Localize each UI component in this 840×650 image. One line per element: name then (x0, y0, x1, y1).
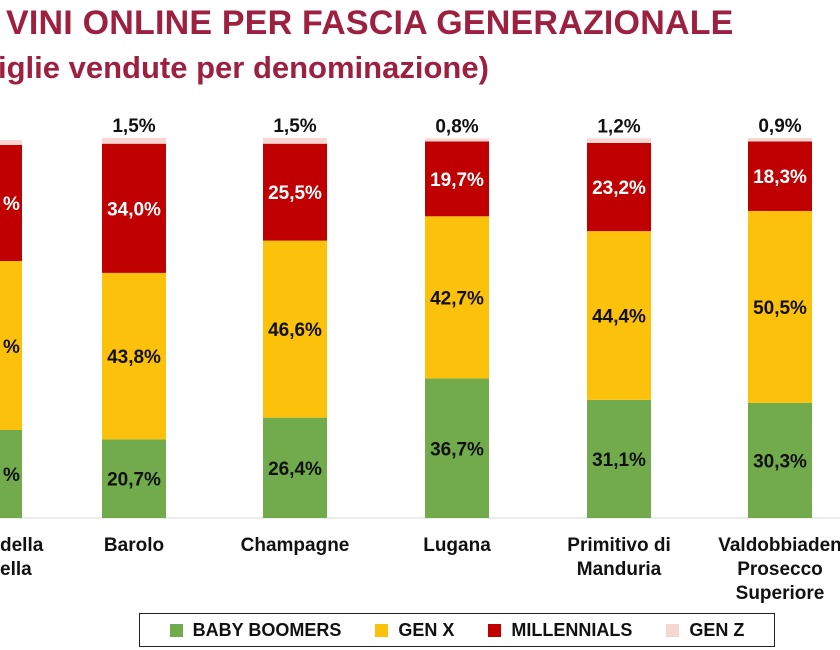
category-label: Barolo (104, 535, 164, 556)
bar-value-label: % (3, 194, 20, 215)
bar-value-label: 31,1% (592, 450, 646, 471)
bar-segment (425, 378, 489, 518)
category-label: Valdobbiaden Prosecco Superiore (718, 535, 840, 604)
legend-label-baby-boomers: BABY BOOMERS (192, 619, 342, 640)
bar-segment (263, 240, 327, 418)
legend-swatch-millennials (488, 623, 502, 637)
bar-group: 31,1% 44,4% 23,2% 1,2% (587, 116, 651, 518)
bar-group: 26,4% 46,6% 25,5% 1,5% (263, 116, 327, 518)
bar-segment (102, 138, 166, 144)
bar-group: 20,7% 43,8% 34,0% 1,5% (102, 116, 166, 518)
legend-label-gen-x: GEN X (398, 619, 455, 640)
bar-segment (0, 145, 22, 261)
bar-segment (102, 143, 166, 273)
category-label: Lugana (423, 535, 491, 556)
bar-group: %%% (0, 140, 22, 518)
chart-subtitle: iglie vendute per denominazione) (0, 50, 489, 85)
bar-value-label: 42,7% (430, 288, 484, 309)
bar-value-label: 0,9% (758, 116, 801, 137)
bar-segment (748, 210, 812, 403)
bar-segment (0, 430, 22, 518)
bar-value-label: 30,3% (753, 451, 807, 472)
chart-title: VINI ONLINE PER FASCIA GENERAZIONALE (6, 4, 734, 42)
bar-value-label: 36,7% (430, 439, 484, 460)
bar-segment (425, 138, 489, 142)
legend: BABY BOOMERS GEN X MILLENNIALS GEN Z (139, 613, 775, 647)
bar-segment (263, 143, 327, 241)
bar-segment (0, 261, 22, 430)
bar-value-label: 0,8% (435, 116, 478, 137)
bar-value-label: 50,5% (753, 298, 807, 319)
bar-value-label: 1,5% (273, 116, 316, 137)
bar-value-label: 25,5% (268, 183, 322, 204)
bar-segment (263, 417, 327, 518)
stacked-bar-chart: %%% della ella 20,7% 43,8% 34,0% 1,5% Barolo 26,… (0, 116, 840, 604)
bar-value-label: 46,6% (268, 320, 322, 341)
bar-segment (748, 138, 812, 142)
legend-item-gen-z: GEN Z (666, 620, 744, 641)
bar-value-label: 1,2% (597, 116, 640, 137)
legend-swatch-gen-z (666, 623, 680, 637)
bar-value-label: 1,5% (112, 116, 155, 137)
bar-value-label: 19,7% (430, 170, 484, 191)
legend-item-gen-x: GEN X (375, 620, 454, 641)
legend-item-baby-boomers: BABY BOOMERS (169, 619, 342, 641)
legend-label-millennials: MILLENNIALS (511, 619, 633, 640)
category-label: della ella (0, 535, 44, 580)
category-label: Champagne (241, 535, 350, 556)
legend-label-gen-z: GEN Z (689, 619, 745, 640)
bar-segment (587, 138, 651, 143)
bar-value-label: % (3, 465, 20, 486)
bar-value-label: 34,0% (107, 199, 161, 220)
bar-segment (587, 142, 651, 232)
bar-group: 36,7% 42,7% 19,7% 0,8% (425, 116, 489, 518)
bar-value-label: 43,8% (107, 347, 161, 368)
bar-segment (748, 402, 812, 518)
bar-segment (425, 216, 489, 379)
bar-value-label: 44,4% (592, 306, 646, 327)
bar-segment (263, 138, 327, 144)
bar-value-label: 26,4% (268, 459, 322, 480)
category-label: Primitivo di Manduria (567, 535, 670, 580)
legend-swatch-baby-boomers (169, 623, 183, 637)
bar-group: 30,3% 50,5% 18,3% 0,9% (748, 116, 812, 518)
bar-value-label: 18,3% (753, 167, 807, 188)
bar-segment (0, 140, 22, 145)
bar-segment (102, 272, 166, 440)
bar-segment (102, 439, 166, 518)
bar-segment (748, 141, 812, 211)
bar-segment (425, 141, 489, 217)
bar-value-label: 23,2% (592, 178, 646, 199)
legend-item-millennials: MILLENNIALS (488, 620, 632, 641)
bar-segment (587, 231, 651, 400)
legend-swatch-gen-x (375, 623, 389, 637)
bar-value-label: % (3, 337, 20, 358)
bar-segment (587, 399, 651, 518)
bar-value-label: 20,7% (107, 470, 161, 491)
